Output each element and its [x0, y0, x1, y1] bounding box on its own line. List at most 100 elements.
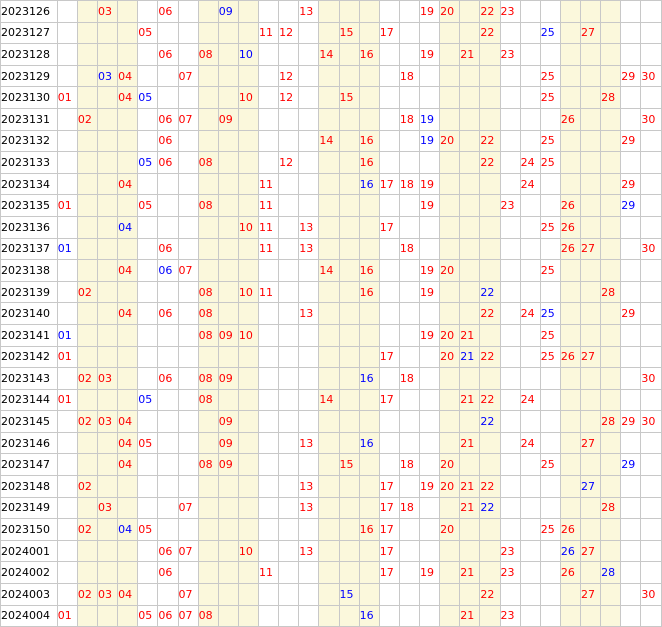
number-cell-18 — [398, 388, 421, 412]
period-cell: 2024002 — [0, 561, 58, 585]
drawn-number: 24 — [520, 177, 535, 191]
number-cell-19 — [419, 345, 441, 369]
number-cell-02 — [76, 388, 99, 412]
drawn-number: 06 — [158, 155, 173, 169]
number-cell-23 — [499, 453, 521, 477]
number-cell-13: 13 — [298, 496, 320, 520]
drawn-number: 26 — [560, 220, 575, 234]
table-row: 2023144 01 05 08 14 17 21 22 24 — [0, 388, 662, 412]
number-cell-20 — [439, 431, 461, 455]
number-cell-24: 24 — [519, 302, 541, 325]
number-cell-14 — [318, 410, 340, 433]
period-cell: 2023133 — [0, 151, 58, 174]
number-cell-12 — [278, 388, 300, 412]
drawn-number: 29 — [621, 177, 636, 191]
drawn-number: 29 — [621, 69, 636, 83]
drawn-number: 03 — [98, 371, 113, 385]
number-cell-28 — [600, 237, 622, 261]
number-cell-14: 14 — [318, 43, 340, 66]
number-cell-27 — [580, 496, 602, 520]
number-cell-29 — [620, 0, 642, 23]
number-cell-16: 16 — [358, 367, 380, 390]
number-cell-18 — [398, 86, 421, 109]
number-cell-07 — [177, 410, 199, 433]
number-cell-16: 16 — [358, 431, 380, 455]
number-cell-17 — [378, 583, 400, 606]
number-cell-28 — [600, 215, 622, 239]
number-cell-21 — [459, 302, 481, 325]
drawn-number: 26 — [560, 523, 575, 537]
number-cell-26 — [559, 151, 582, 174]
number-cell-25 — [539, 496, 561, 520]
drawn-number: 22 — [480, 4, 495, 18]
number-cell-07 — [177, 0, 199, 23]
number-cell-16 — [358, 21, 380, 45]
drawn-number: 26 — [560, 350, 575, 364]
number-cell-07 — [177, 367, 199, 390]
drawn-number: 02 — [77, 523, 92, 537]
number-cell-11 — [258, 302, 280, 325]
drawn-number: 19 — [420, 328, 435, 342]
number-cell-15 — [338, 410, 360, 433]
number-cell-15 — [338, 280, 360, 304]
number-cell-02: 02 — [76, 518, 99, 541]
number-cell-08: 08 — [197, 43, 219, 66]
drawn-number: 10 — [238, 47, 253, 61]
number-cell-27 — [580, 388, 602, 412]
period-cell: 2023142 — [0, 345, 58, 369]
period-cell: 2023141 — [0, 323, 58, 347]
table-row: 2023136 04 10 11 13 17 25 26 — [0, 215, 662, 239]
number-cell-09 — [217, 475, 239, 498]
number-cell-21: 21 — [459, 345, 481, 369]
drawn-number: 24 — [520, 155, 535, 169]
number-cell-01 — [56, 107, 78, 131]
number-cell-27: 27 — [580, 475, 602, 498]
number-cell-06 — [157, 475, 179, 498]
number-cell-19 — [419, 237, 441, 261]
number-cell-16 — [358, 107, 380, 131]
number-cell-06: 06 — [157, 43, 179, 66]
number-cell-11: 11 — [258, 237, 280, 261]
drawn-number: 20 — [440, 328, 455, 342]
number-cell-27 — [580, 64, 602, 88]
number-cell-14 — [318, 453, 340, 477]
drawn-number: 09 — [218, 112, 233, 126]
number-cell-23: 23 — [499, 561, 521, 585]
number-cell-27 — [580, 280, 602, 304]
period-cell: 2023126 — [0, 0, 58, 23]
number-cell-25 — [539, 237, 561, 261]
drawn-number: 10 — [238, 220, 253, 234]
number-cell-22: 22 — [479, 302, 501, 325]
number-cell-24 — [519, 453, 541, 477]
number-cell-17 — [378, 453, 400, 477]
number-cell-11 — [258, 496, 280, 520]
number-cell-09 — [217, 539, 239, 563]
drawn-number: 16 — [359, 155, 374, 169]
drawn-number: 10 — [238, 328, 253, 342]
number-cell-17: 17 — [378, 388, 400, 412]
drawn-number: 29 — [621, 199, 636, 213]
number-cell-23 — [499, 215, 521, 239]
number-cell-08 — [197, 583, 219, 606]
number-cell-07 — [177, 237, 199, 261]
number-cell-29 — [620, 323, 642, 347]
drawn-number: 03 — [98, 415, 113, 429]
number-cell-03 — [97, 453, 119, 477]
number-cell-12 — [278, 410, 300, 433]
number-cell-04 — [117, 345, 139, 369]
number-cell-22: 22 — [479, 0, 501, 23]
number-cell-19: 19 — [419, 172, 441, 196]
number-cell-01 — [56, 496, 78, 520]
drawn-number: 17 — [379, 501, 394, 515]
drawn-number: 18 — [399, 501, 414, 515]
number-cell-24 — [519, 86, 541, 109]
drawn-number: 04 — [118, 436, 133, 450]
number-cell-27 — [580, 367, 602, 390]
number-cell-06: 06 — [157, 237, 179, 261]
drawn-number: 28 — [601, 285, 616, 299]
number-cell-03 — [97, 431, 119, 455]
number-cell-04 — [117, 151, 139, 174]
drawn-number: 07 — [178, 501, 193, 515]
number-cell-04 — [117, 496, 139, 520]
number-cell-16 — [358, 388, 380, 412]
